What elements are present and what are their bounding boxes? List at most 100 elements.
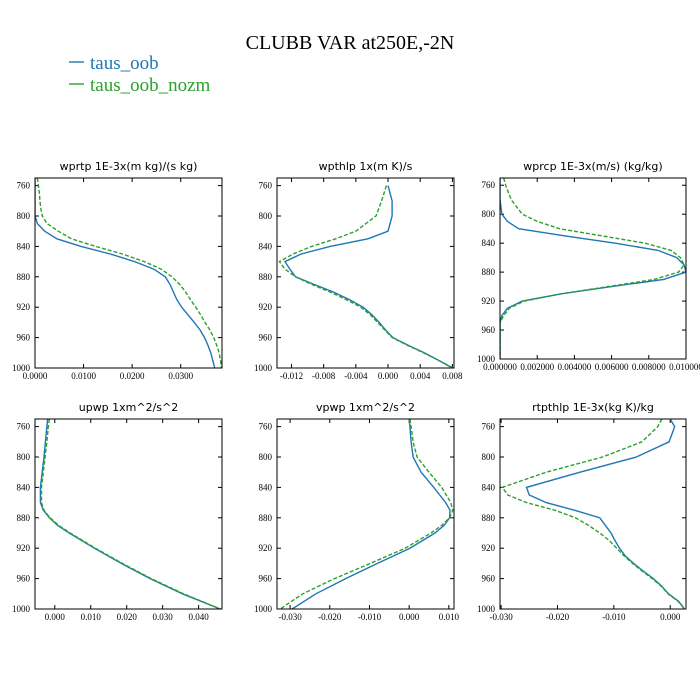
series-line-taus-oob-nozm (40, 419, 221, 609)
y-tick-label: 960 (17, 333, 31, 343)
series-line-taus-oob (39, 419, 221, 609)
y-tick-label: 760 (482, 180, 496, 190)
legend-label-taus-oob-nozm: taus_oob_nozm (90, 75, 211, 96)
y-tick-label: 880 (17, 513, 31, 523)
x-tick-label: 0.040 (189, 612, 210, 622)
y-tick-label: 800 (17, 452, 31, 462)
x-tick-label: 0.008000 (632, 362, 666, 372)
y-tick-label: 1000 (254, 363, 273, 373)
panel-title: wprcp 1E-3x(m/s) (kg/kg) (523, 160, 662, 173)
y-tick-label: 1000 (254, 604, 273, 614)
x-tick-label: 0.000 (399, 612, 420, 622)
y-tick-label: 920 (17, 302, 31, 312)
x-tick-label: 0.010 (81, 612, 102, 622)
x-tick-label: -0.008 (312, 371, 336, 381)
y-tick-label: 960 (17, 574, 31, 584)
plot-frame (34, 418, 223, 610)
panel-5: vpwp 1xm^2/s^2 760 800 840 880 920 960 1000 -0.0… (254, 401, 459, 622)
x-tick-label: 0.000 (660, 612, 681, 622)
series-line-taus-oob (525, 419, 685, 609)
x-tick-label: -0.020 (318, 612, 342, 622)
x-tick-label: 0.004000 (558, 362, 592, 372)
series-line-taus-oob (500, 178, 686, 359)
y-tick-label: 800 (259, 211, 273, 221)
x-tick-label: 0.010000 (669, 362, 700, 372)
y-tick-label: 760 (17, 422, 31, 432)
series-line-taus-oob (35, 178, 216, 368)
y-tick-label: 760 (482, 422, 496, 432)
plot-frame (499, 418, 687, 610)
panel-2: wpthlp 1x(m K)/s 760 800 840 880 920 960 1000 -0… (254, 160, 463, 381)
plot-frame (276, 418, 455, 610)
y-tick-label: 960 (482, 574, 496, 584)
y-tick-label: 920 (259, 543, 273, 553)
plot-frame (276, 177, 455, 369)
x-tick-label: 0.002000 (520, 362, 554, 372)
plot-frame (34, 177, 223, 369)
y-tick-label: 880 (482, 513, 496, 523)
panel-title: rtpthlp 1E-3x(kg K)/kg (532, 401, 654, 414)
y-tick-label: 840 (259, 482, 273, 492)
x-tick-label: 0.000000 (483, 362, 517, 372)
y-tick-label: 880 (259, 513, 273, 523)
y-tick-label: 760 (259, 422, 273, 432)
y-tick-label: 880 (482, 267, 496, 277)
x-tick-label: -0.030 (278, 612, 302, 622)
y-tick-label: 960 (259, 333, 273, 343)
x-tick-label: 0.0200 (120, 371, 145, 381)
panel-3: wprcp 1E-3x(m/s) (kg/kg) 760 800 840 880 920 9… (477, 160, 700, 372)
y-tick-label: 880 (17, 272, 31, 282)
y-tick-label: 960 (259, 574, 273, 584)
y-tick-label: 920 (17, 543, 31, 553)
x-tick-label: -0.010 (602, 612, 626, 622)
y-tick-label: 1000 (12, 363, 31, 373)
legend: taus_oob taus_oob_nozm (69, 53, 211, 96)
plot-frame (499, 177, 687, 360)
series-line-taus-oob (291, 419, 451, 609)
y-tick-label: 840 (482, 238, 496, 248)
y-tick-label: 840 (17, 241, 31, 251)
series-line-taus-oob-nozm (279, 419, 454, 609)
y-tick-label: 920 (482, 296, 496, 306)
x-tick-label: 0.030 (153, 612, 174, 622)
x-tick-label: 0.020 (117, 612, 138, 622)
x-tick-label: 0.0300 (168, 371, 193, 381)
y-tick-label: 800 (17, 211, 31, 221)
series-line-taus-oob-nozm (36, 178, 222, 368)
series-line-taus-oob-nozm (278, 185, 454, 368)
y-tick-label: 920 (259, 302, 273, 312)
panel-6: rtpthlp 1E-3x(kg K)/kg 760 800 840 880 920 960… (477, 401, 687, 622)
y-tick-label: 1000 (12, 604, 31, 614)
x-tick-label: 0.000 (378, 371, 399, 381)
panel-grid: wprtp 1E-3x(m kg)/(s kg) 760 800 840 880 920 9… (12, 160, 700, 622)
series-line-taus-oob (283, 185, 453, 368)
y-tick-label: 1000 (477, 354, 496, 364)
y-tick-label: 760 (259, 181, 273, 191)
panel-title: vpwp 1xm^2/s^2 (316, 401, 415, 414)
x-tick-label: 0.010 (439, 612, 460, 622)
y-tick-label: 880 (259, 272, 273, 282)
x-tick-label: 0.004 (410, 371, 431, 381)
y-tick-label: 840 (17, 482, 31, 492)
x-tick-label: -0.030 (490, 612, 514, 622)
panel-4: upwp 1xm^2/s^2 760 800 840 880 920 960 1000 0.00… (12, 401, 223, 622)
x-tick-label: 0.008 (442, 371, 463, 381)
y-tick-label: 800 (482, 452, 496, 462)
panel-title: wpthlp 1x(m K)/s (319, 160, 413, 173)
y-tick-label: 760 (17, 181, 31, 191)
series-line-taus-oob-nozm (500, 178, 685, 359)
y-tick-label: 840 (259, 241, 273, 251)
panel-title: upwp 1xm^2/s^2 (79, 401, 179, 414)
x-tick-label: -0.020 (546, 612, 570, 622)
y-tick-label: 800 (482, 209, 496, 219)
x-tick-label: 0.000 (45, 612, 66, 622)
x-tick-label: 0.0100 (71, 371, 96, 381)
x-tick-label: -0.010 (358, 612, 382, 622)
legend-label-taus-oob: taus_oob (90, 53, 159, 74)
y-tick-label: 920 (482, 543, 496, 553)
figure-title: CLUBB VAR at250E,-2N (246, 32, 455, 54)
y-tick-label: 1000 (477, 604, 496, 614)
x-tick-label: 0.006000 (595, 362, 629, 372)
y-tick-label: 960 (482, 325, 496, 335)
